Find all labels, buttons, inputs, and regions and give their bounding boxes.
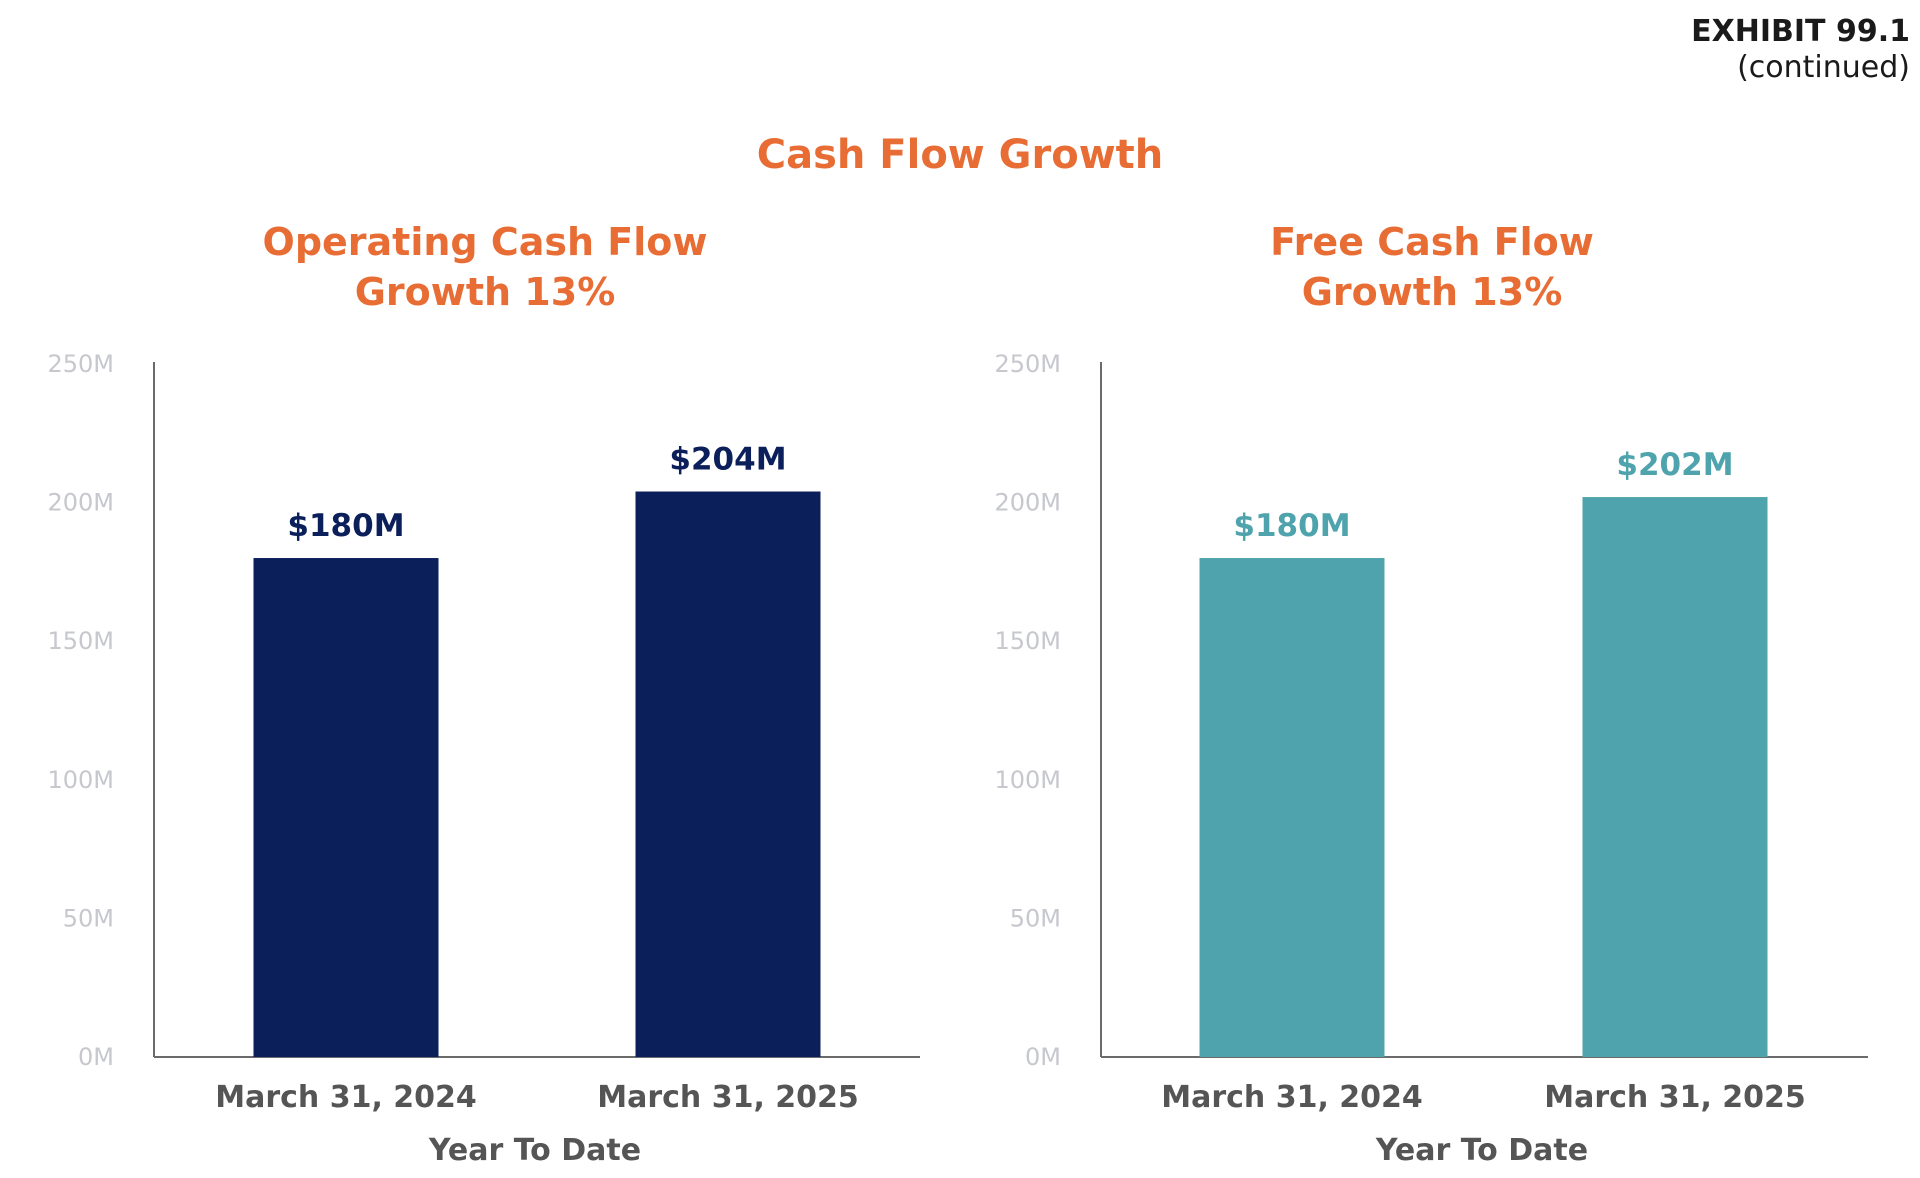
chart-2-bar <box>1199 558 1385 1057</box>
chart-2-ytick-label: 250M <box>994 350 1061 378</box>
chart-1-data-label: $204M <box>669 442 786 478</box>
chart-2-bar <box>1582 497 1768 1057</box>
chart-1-ytick-label: 200M <box>47 489 114 517</box>
chart-2-ytick-label: 200M <box>994 489 1061 517</box>
chart-1-title-line: Growth 13% <box>355 270 616 314</box>
exhibit-label: EXHIBIT 99.1 <box>1691 14 1910 49</box>
chart-2-ytick-label: 100M <box>994 766 1061 794</box>
chart-2-ytick-label: 150M <box>994 627 1061 655</box>
chart-1-bar <box>635 491 821 1058</box>
exhibit-sub: (continued) <box>1737 50 1910 85</box>
chart-2-x-axis-label: Year To Date <box>1375 1133 1588 1168</box>
chart-1-category-label: March 31, 2025 <box>597 1080 859 1115</box>
chart-2-title-line: Growth 13% <box>1302 270 1563 314</box>
chart-2-category-label: March 31, 2024 <box>1161 1080 1423 1115</box>
exhibit-header: EXHIBIT 99.1 (continued) <box>1691 14 1910 86</box>
chart-2-data-label: $180M <box>1233 508 1350 544</box>
chart-1-ytick-label: 0M <box>78 1043 114 1071</box>
chart-2-ytick-label: 0M <box>1025 1043 1061 1071</box>
chart-1-ytick-label: 100M <box>47 766 114 794</box>
chart-2-ytick-label: 50M <box>1010 904 1061 932</box>
chart-1-ytick-label: 50M <box>63 904 114 932</box>
chart-1-title-line: Operating Cash Flow <box>263 220 708 264</box>
chart-2-data-label: $202M <box>1616 447 1733 483</box>
chart-2-category-label: March 31, 2025 <box>1544 1080 1806 1115</box>
chart-1-data-label: $180M <box>287 508 404 544</box>
chart-1-ytick-label: 250M <box>47 350 114 378</box>
chart-2-title-line: Free Cash Flow <box>1270 220 1594 264</box>
chart-1-category-label: March 31, 2024 <box>215 1080 477 1115</box>
chart-1-ytick-label: 150M <box>47 627 114 655</box>
page-title: Cash Flow Growth <box>756 132 1164 178</box>
chart-1-x-axis-label: Year To Date <box>428 1133 641 1168</box>
chart-1-bar <box>253 558 439 1057</box>
